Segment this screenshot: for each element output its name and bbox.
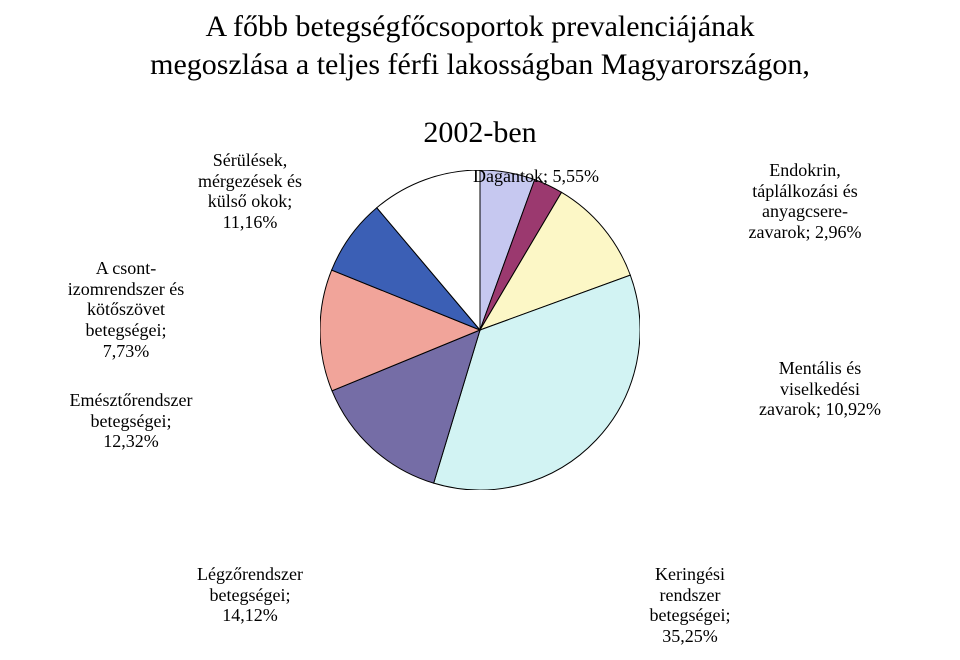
chart-subtitle: 2002-ben: [0, 116, 960, 150]
chart-title: A főbb betegségfőcsoportok prevalenciájá…: [0, 8, 960, 83]
pie-chart: [320, 170, 640, 490]
label-csont: A csont-izomrendszer éskötőszövetbetegsé…: [6, 258, 246, 361]
label-mentalis: Mentális ésviselkedésizavarok; 10,92%: [700, 358, 940, 420]
title-line-2: megoszlása a teljes férfi lakosságban Ma…: [150, 48, 810, 81]
label-emeszto: Emésztőrendszerbetegségei;12,32%: [6, 390, 256, 452]
label-endokrin: Endokrin,táplálkozási ésanyagcsere-zavar…: [690, 160, 920, 243]
title-line-1: A főbb betegségfőcsoportok prevalenciájá…: [206, 10, 755, 43]
label-dagantok: Dagantok; 5,55%: [436, 166, 636, 187]
label-legzo: Légzőrendszerbetegségei;14,12%: [130, 564, 370, 626]
chart-stage: A főbb betegségfőcsoportok prevalenciájá…: [0, 0, 960, 660]
label-serulesek: Sérülések,mérgezések éskülső okok;11,16%: [140, 150, 360, 233]
label-keringesi: Keringésirendszerbetegségei;35,25%: [580, 564, 800, 647]
